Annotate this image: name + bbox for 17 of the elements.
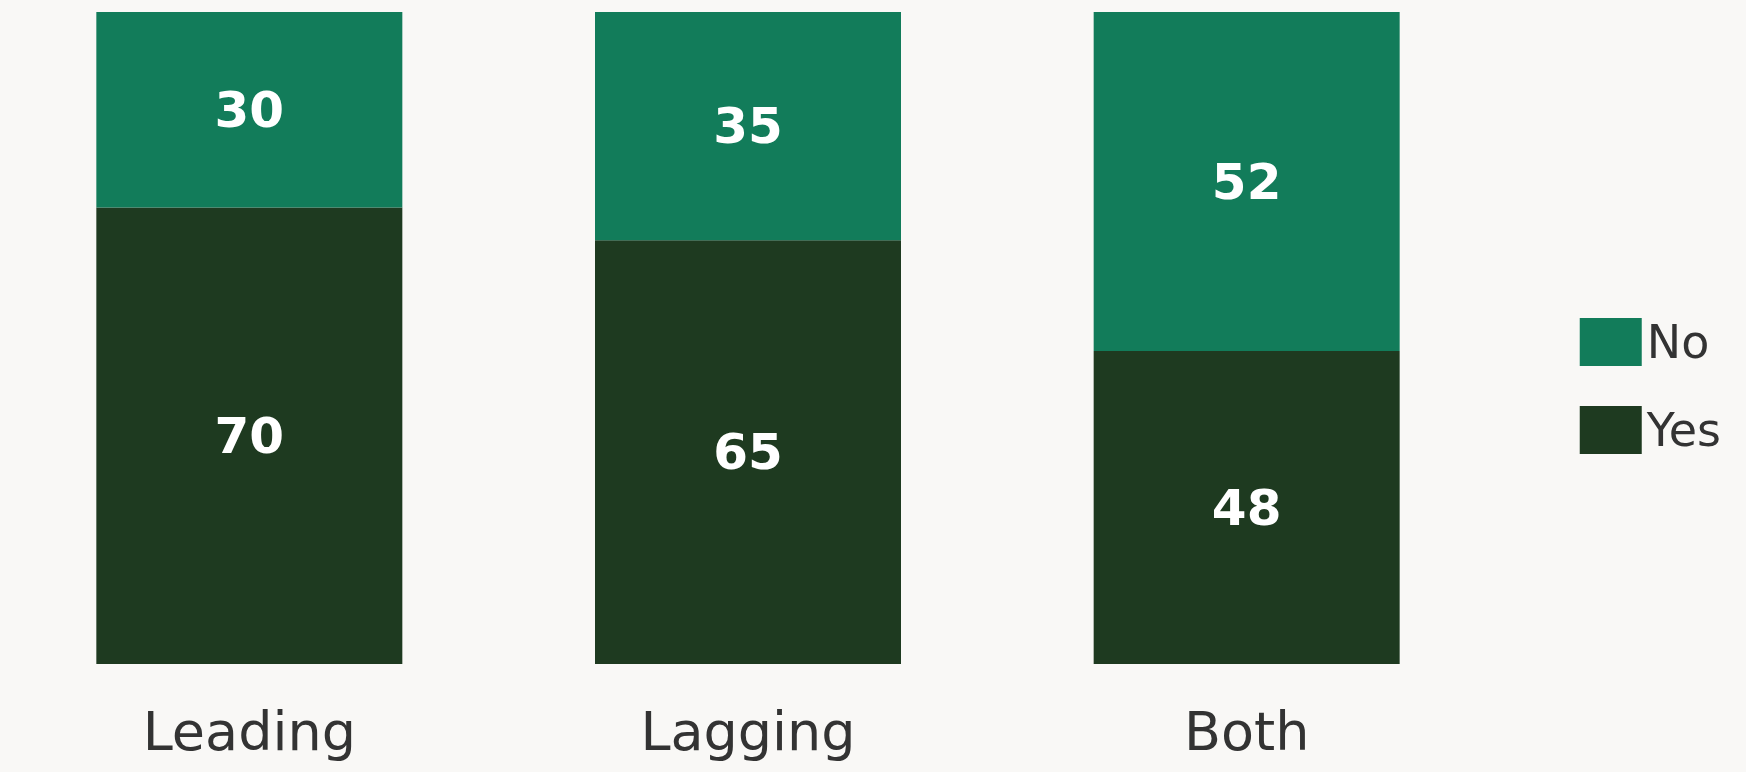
legend-label: Yes bbox=[1645, 403, 1722, 457]
bar bbox=[96, 12, 403, 208]
bar bbox=[595, 12, 901, 241]
data-label: 52 bbox=[1211, 152, 1282, 211]
data-label: 70 bbox=[214, 406, 285, 465]
data-label: 65 bbox=[713, 423, 783, 482]
legend-label: No bbox=[1646, 315, 1710, 369]
x-tick-label: Leading bbox=[142, 699, 356, 763]
data-label: 48 bbox=[1211, 478, 1282, 537]
x-tick-label: Lagging bbox=[640, 699, 856, 763]
bar bbox=[1093, 12, 1400, 352]
bar bbox=[96, 207, 403, 664]
bar bbox=[595, 240, 901, 664]
data-label: 30 bbox=[214, 80, 285, 139]
bar bbox=[1093, 351, 1400, 664]
x-tick-label: Both bbox=[1183, 699, 1310, 763]
data-label: 35 bbox=[713, 97, 783, 156]
